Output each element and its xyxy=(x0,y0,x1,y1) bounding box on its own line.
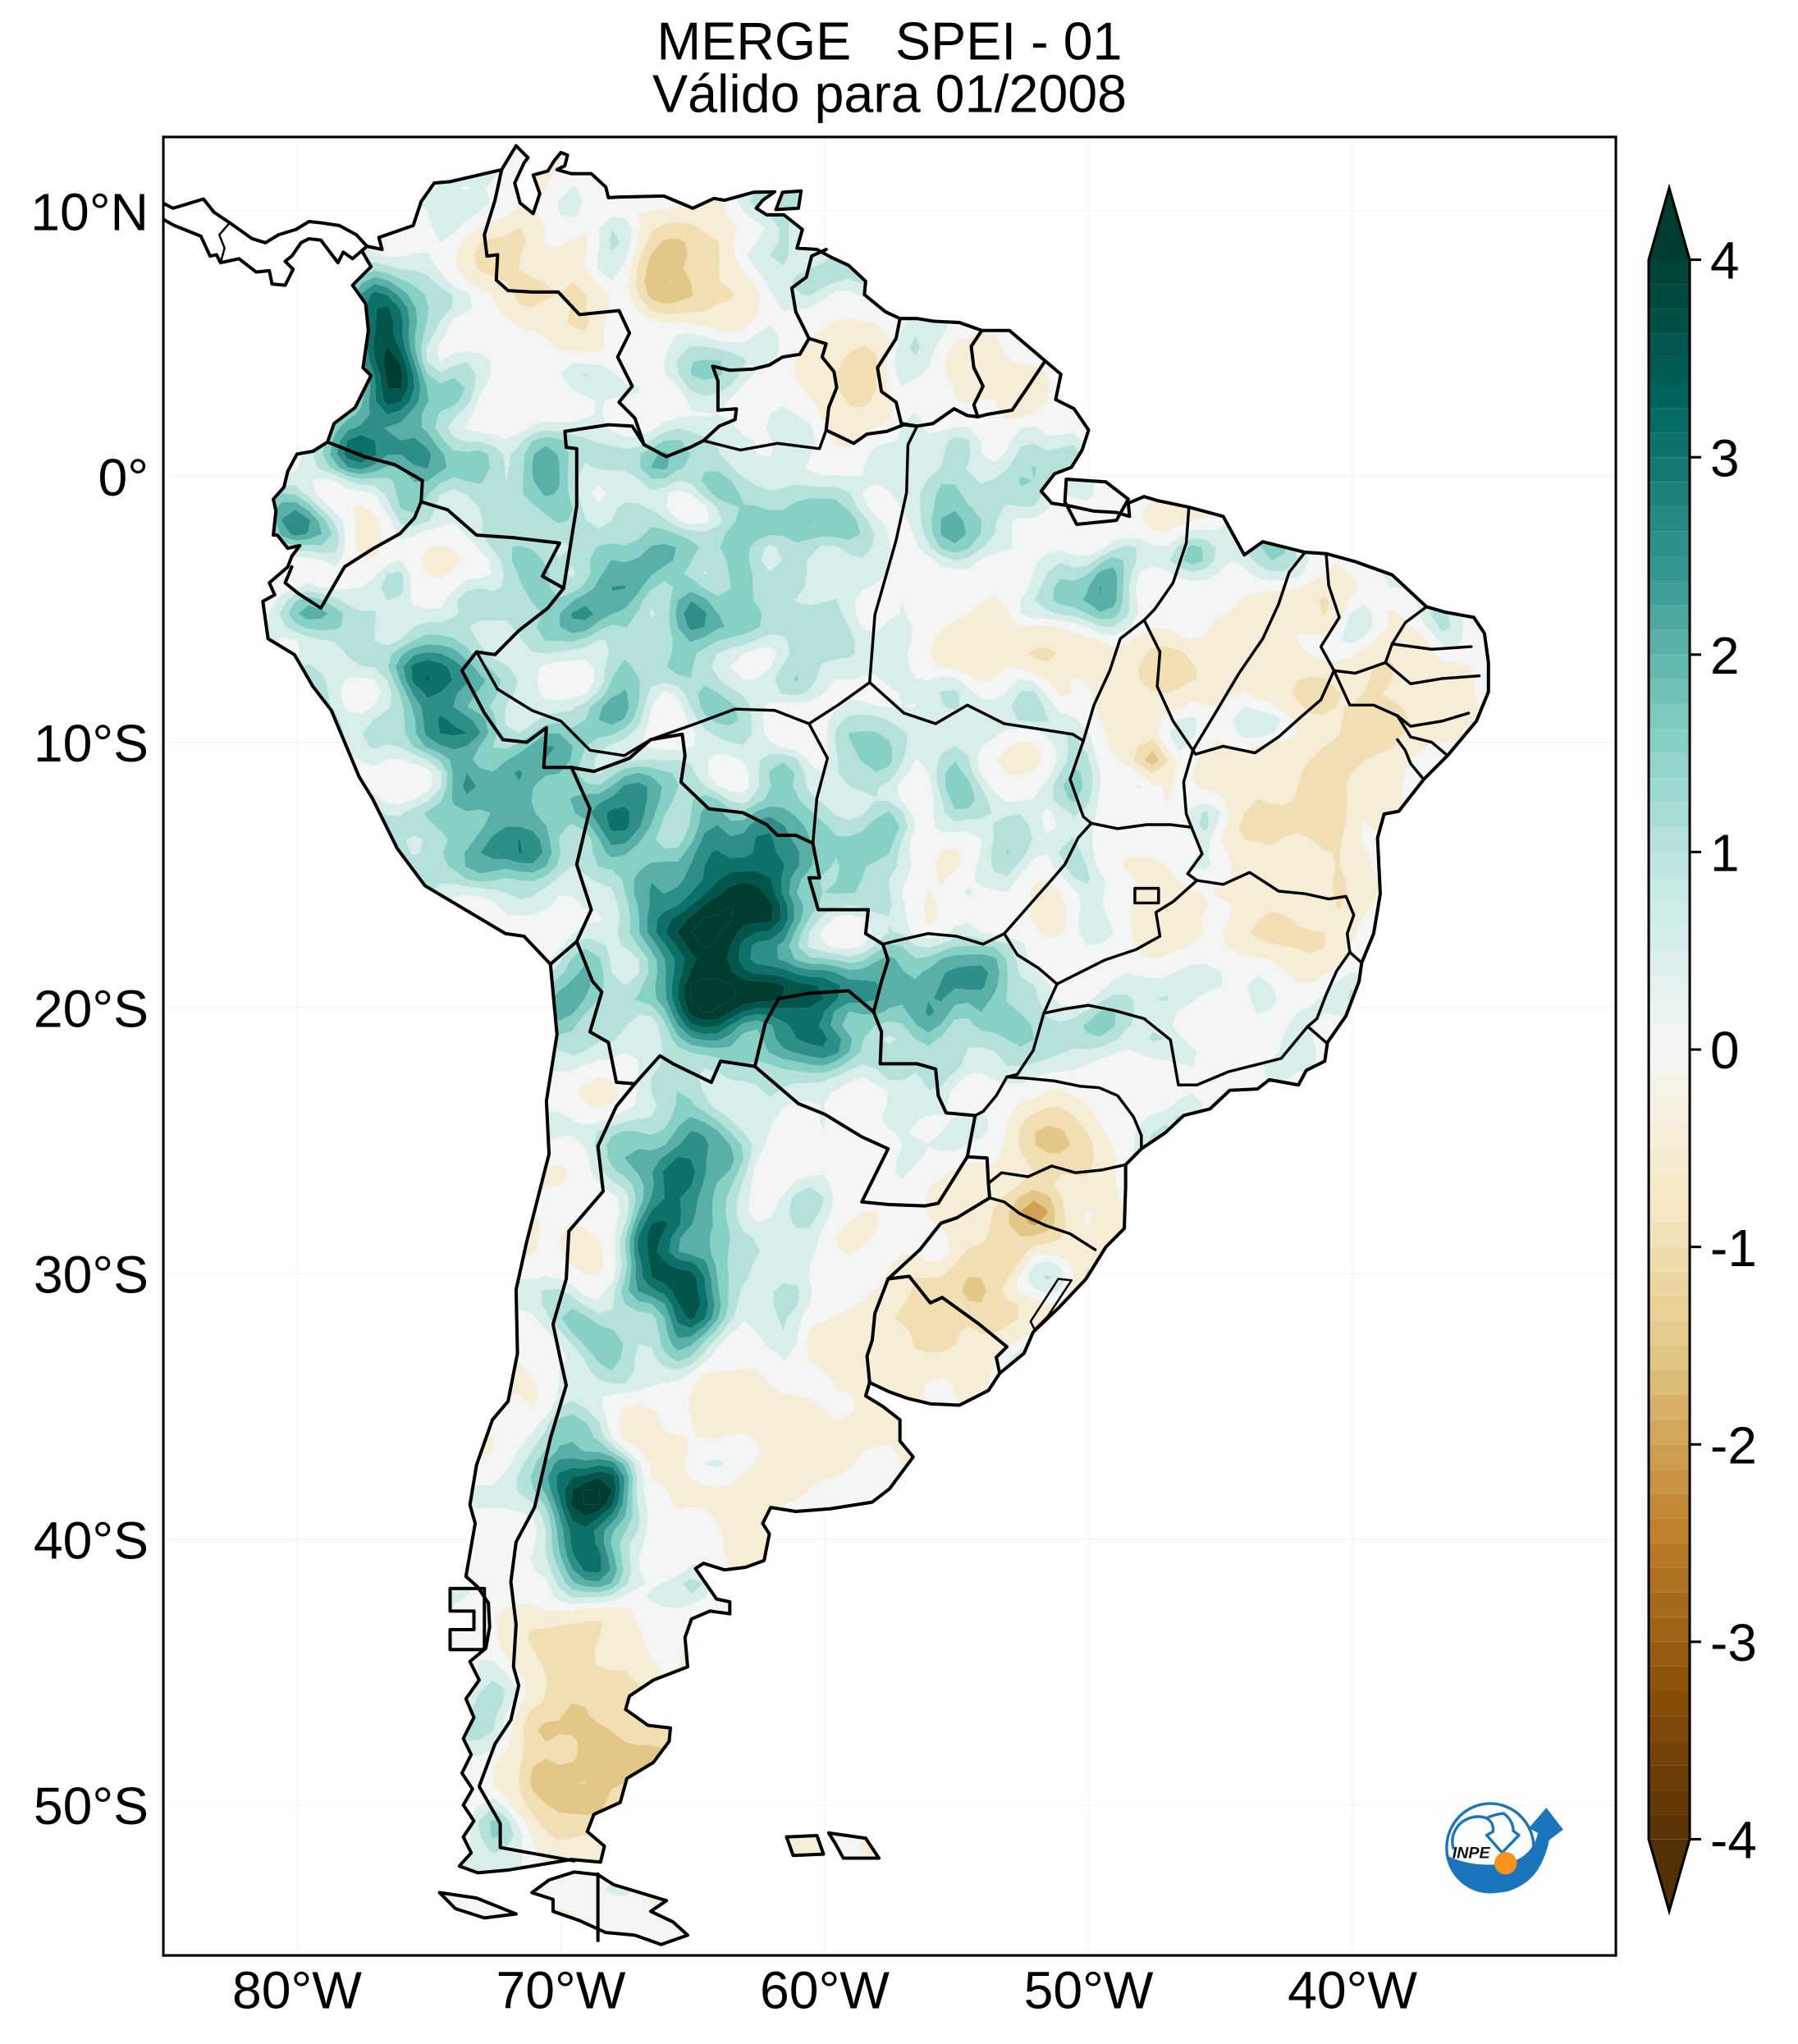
svg-text:INPE: INPE xyxy=(1453,1845,1491,1863)
svg-text:50°W: 50°W xyxy=(1024,1961,1154,2020)
svg-text:-1: -1 xyxy=(1710,1219,1757,1278)
svg-text:Válido para 01/2008: Válido para 01/2008 xyxy=(652,64,1127,123)
svg-text:0°: 0° xyxy=(98,448,148,507)
svg-text:80°W: 80°W xyxy=(232,1961,362,2020)
svg-text:60°W: 60°W xyxy=(760,1961,890,2020)
svg-text:20°S: 20°S xyxy=(34,980,149,1039)
svg-text:4: 4 xyxy=(1710,231,1740,290)
svg-text:2: 2 xyxy=(1710,626,1740,685)
svg-text:10°N: 10°N xyxy=(30,182,149,241)
svg-text:3: 3 xyxy=(1710,428,1740,487)
svg-text:-3: -3 xyxy=(1710,1613,1757,1672)
svg-text:10°S: 10°S xyxy=(34,714,149,773)
svg-text:-4: -4 xyxy=(1710,1811,1757,1870)
svg-text:1: 1 xyxy=(1710,824,1740,883)
svg-text:-2: -2 xyxy=(1710,1415,1757,1475)
svg-text:40°S: 40°S xyxy=(34,1511,149,1570)
svg-text:MERGE SPEI - 01: MERGE SPEI - 01 xyxy=(657,12,1122,71)
svg-text:50°S: 50°S xyxy=(34,1776,149,1836)
svg-text:30°S: 30°S xyxy=(34,1245,149,1304)
svg-text:70°W: 70°W xyxy=(496,1961,626,2020)
svg-text:0: 0 xyxy=(1710,1021,1740,1080)
svg-text:40°W: 40°W xyxy=(1288,1961,1417,2020)
